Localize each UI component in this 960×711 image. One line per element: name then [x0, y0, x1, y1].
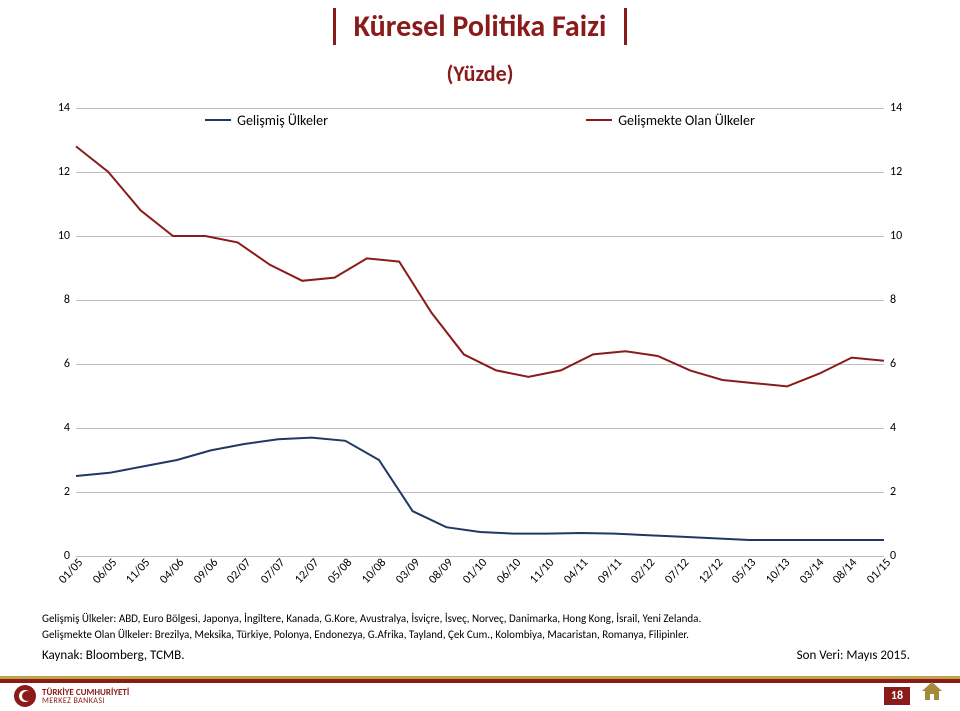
x-tick: 12/07: [292, 556, 322, 587]
x-tick: 06/05: [90, 556, 120, 587]
y-tick-right: 12: [890, 165, 926, 179]
series-line: [76, 146, 884, 386]
y-tick-right: 4: [890, 421, 926, 435]
x-tick: 03/14: [797, 556, 827, 587]
x-tick: 12/12: [696, 556, 726, 587]
slide-root: Küresel Politika Faizi (Yüzde) Gelişmiş …: [0, 0, 960, 711]
chart-lines: [76, 108, 884, 556]
x-tick: 07/07: [258, 556, 288, 587]
footnote-developed: Gelişmiş Ülkeler: ABD, Euro Bölgesi, Jap…: [42, 612, 922, 625]
x-tick: 04/06: [157, 556, 187, 587]
chart-area: Gelişmiş Ülkeler Gelişmekte Olan Ülkeler…: [34, 108, 926, 574]
y-tick-right: 10: [890, 229, 926, 243]
x-tick: 04/11: [561, 556, 591, 587]
data-vintage-label: Son Veri: Mayıs 2015.: [797, 648, 910, 663]
x-tick: 10/08: [359, 556, 389, 587]
x-tick: 11/10: [528, 556, 558, 587]
page-subtitle: (Yüzde): [446, 60, 513, 87]
y-tick-right: 8: [890, 293, 926, 307]
footer-accent-red: [0, 679, 960, 683]
crescent-icon: [18, 689, 32, 703]
x-axis: 01/0506/0511/0504/0609/0602/0707/0712/07…: [76, 556, 884, 596]
x-tick: 11/05: [124, 556, 154, 587]
footnote-emerging: Gelişmekte Olan Ülkeler: Brezilya, Meksi…: [42, 628, 922, 641]
subtitle-container: (Yüzde): [0, 60, 960, 87]
y-tick-left: 10: [34, 229, 70, 243]
tcmb-logo: TÜRKİYE CUMHURİYETİ MERKEZ BANKASI: [14, 685, 129, 707]
x-tick: 07/12: [662, 556, 692, 587]
page-number: 18: [884, 687, 910, 705]
x-tick: 02/07: [225, 556, 255, 587]
y-tick-right: 14: [890, 101, 926, 115]
page-title: Küresel Politika Faizi: [354, 8, 607, 45]
tcmb-logo-text: TÜRKİYE CUMHURİYETİ MERKEZ BANKASI: [42, 688, 129, 705]
y-tick-right: 0: [890, 549, 926, 563]
x-tick: 10/13: [763, 556, 793, 587]
x-tick: 05/08: [326, 556, 356, 587]
x-tick: 09/11: [595, 556, 625, 587]
chart-plot: [76, 108, 884, 556]
logo-line2: MERKEZ BANKASI: [42, 697, 129, 705]
y-tick-right: 2: [890, 485, 926, 499]
series-line: [76, 438, 884, 540]
y-tick-left: 4: [34, 421, 70, 435]
y-tick-left: 2: [34, 485, 70, 499]
x-tick: 05/13: [730, 556, 760, 587]
x-tick: 06/10: [494, 556, 524, 587]
title-accent: Küresel Politika Faizi: [333, 8, 628, 45]
y-tick-left: 8: [34, 293, 70, 307]
x-tick: 01/10: [460, 556, 490, 587]
title-container: Küresel Politika Faizi: [0, 8, 960, 45]
y-tick-left: 6: [34, 357, 70, 371]
x-tick: 02/12: [629, 556, 659, 587]
x-tick: 08/14: [831, 556, 861, 587]
x-tick: 08/09: [427, 556, 457, 587]
footer: TÜRKİYE CUMHURİYETİ MERKEZ BANKASI 18: [0, 673, 960, 711]
y-tick-left: 0: [34, 549, 70, 563]
source-label: Kaynak: Bloomberg, TCMB.: [42, 648, 185, 663]
y-tick-left: 12: [34, 165, 70, 179]
y-tick-left: 14: [34, 101, 70, 115]
x-tick: 03/09: [393, 556, 423, 587]
y-tick-right: 6: [890, 357, 926, 371]
home-icon[interactable]: [920, 680, 944, 707]
x-tick: 09/06: [191, 556, 221, 587]
tcmb-logo-emblem: [14, 685, 36, 707]
